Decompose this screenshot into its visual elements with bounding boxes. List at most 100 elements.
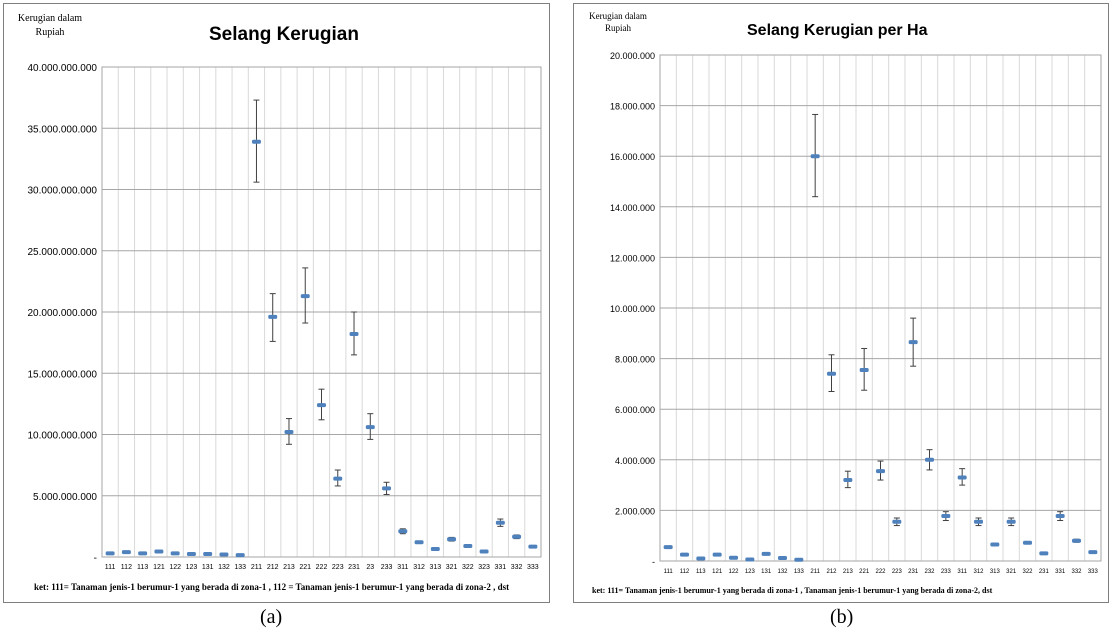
data-marker	[876, 469, 885, 474]
x-tick-label: 233	[381, 564, 393, 571]
x-tick-label: 333	[527, 564, 539, 571]
data-marker	[219, 552, 229, 557]
chart-title: Selang Kerugian	[209, 24, 359, 45]
data-marker	[680, 552, 689, 557]
data-marker	[300, 294, 310, 299]
data-marker	[284, 430, 294, 435]
data-marker	[186, 551, 196, 556]
figure-caption-b: (b)	[830, 606, 854, 628]
data-marker	[990, 542, 1000, 547]
data-marker	[365, 425, 375, 430]
data-marker	[414, 540, 424, 545]
x-tick-label: 321	[446, 564, 458, 571]
x-tick-label: 112	[121, 564, 132, 571]
chart-panel-b: Kerugian dalam Rupiah Selang Kerugian pe…	[573, 3, 1109, 603]
data-marker	[827, 371, 836, 376]
y-tick-label: 8.000.000	[615, 355, 655, 365]
data-marker	[712, 552, 722, 557]
x-tick-label: 311	[397, 564, 408, 571]
y-tick-label: 4.000.000	[615, 456, 655, 466]
y-tick-label: 10.000.000.000	[27, 431, 97, 442]
figure-caption-a: (a)	[260, 606, 283, 628]
x-tick-label: 332	[511, 564, 523, 571]
chart-title: Selang Kerugian per Ha	[747, 22, 928, 39]
data-marker	[1088, 550, 1098, 555]
y-tick-label: 40.000.000.000	[27, 63, 97, 74]
data-marker	[957, 475, 967, 480]
x-tick-label: 121	[153, 564, 165, 571]
x-tick-label: 131	[761, 569, 772, 575]
data-marker	[794, 557, 804, 562]
x-tick-label: 231	[348, 564, 360, 571]
data-marker	[349, 332, 359, 337]
x-tick-label: 221	[299, 564, 311, 571]
y-axis-label-line2: Rupiah	[35, 27, 65, 38]
data-marker	[463, 543, 473, 548]
x-tick-label: 322	[462, 564, 474, 571]
x-tick-label: 231	[1039, 569, 1050, 575]
data-marker	[251, 139, 261, 144]
y-tick-label: -	[94, 553, 97, 564]
data-marker	[512, 534, 522, 539]
y-tick-label: 20.000.000	[610, 51, 655, 61]
x-tick-label: 223	[332, 564, 344, 571]
x-tick-label: 232	[924, 569, 935, 575]
chart-note: ket: 111= Tanaman jenis-1 berumur-1 yang…	[34, 582, 510, 592]
data-marker	[479, 549, 489, 554]
y-tick-label: 5.000.000.000	[33, 492, 97, 503]
x-tick-label: 212	[826, 569, 837, 575]
x-tick-label: 133	[794, 569, 805, 575]
y-tick-label: 18.000.000	[610, 102, 655, 112]
chart-plot-b: - 2.000.000 4.000.000 6.000.000 8.000.000 10.…	[610, 51, 1102, 575]
data-marker	[430, 547, 440, 552]
y-tick-label: 12.000.000	[610, 253, 655, 263]
data-marker	[1023, 540, 1032, 545]
x-tick-label: 331	[1055, 569, 1066, 575]
y-axis-label-line1: Kerugian dalam	[589, 11, 647, 21]
x-tick-label: 322	[1022, 569, 1033, 575]
x-tick-label: 223	[892, 569, 903, 575]
data-marker	[333, 476, 343, 481]
y-tick-label: 16.000.000	[610, 152, 655, 162]
x-tick-label: 122	[169, 564, 181, 571]
data-marker	[1055, 513, 1065, 518]
data-marker	[447, 537, 457, 542]
chart-plot-a: - 5.000.000.000 10.000.000.000 15.000.000.0…	[27, 63, 542, 571]
data-marker	[843, 478, 853, 483]
y-tick-label: 30.000.000.000	[27, 186, 97, 197]
x-tick-label: 222	[875, 569, 886, 575]
x-tick-label: 213	[283, 564, 295, 571]
x-tick-label: 333	[1088, 569, 1099, 575]
x-tick-label: 23	[366, 564, 374, 571]
chart-panel-a: Kerugian dalam Rupiah Selang Kerugian - 5…	[3, 3, 550, 603]
x-tick-label: 321	[1006, 569, 1017, 575]
y-axis-label: Kerugian dalam Rupiah	[10, 12, 90, 40]
x-tick-label: 133	[234, 564, 246, 571]
data-marker	[892, 519, 902, 524]
y-tick-label: 20.000.000.000	[27, 308, 97, 319]
data-marker	[859, 367, 869, 372]
x-tick-label: 221	[859, 569, 870, 575]
y-tick-label: 10.000.000	[610, 304, 655, 314]
data-marker	[974, 519, 983, 524]
data-marker	[925, 457, 934, 462]
x-tick-label: 312	[413, 564, 425, 571]
data-marker	[663, 545, 673, 550]
data-marker	[235, 553, 245, 558]
x-tick-label: 312	[973, 569, 984, 575]
y-axis-label-line2: Rupiah	[605, 23, 631, 33]
data-marker	[745, 557, 755, 562]
x-tick-label: 332	[1071, 569, 1082, 575]
data-marker	[170, 551, 180, 556]
x-tick-label: 112	[680, 569, 690, 575]
data-marker	[1072, 538, 1081, 543]
x-tick-label: 233	[941, 569, 952, 575]
x-tick-label: 212	[267, 564, 279, 571]
x-tick-label: 132	[777, 569, 788, 575]
data-marker	[268, 314, 278, 319]
x-tick-label: 113	[696, 569, 706, 575]
y-tick-label: 14.000.000	[610, 203, 655, 213]
x-tick-label: 111	[664, 569, 674, 575]
data-marker	[121, 550, 131, 555]
data-marker	[1006, 519, 1016, 524]
